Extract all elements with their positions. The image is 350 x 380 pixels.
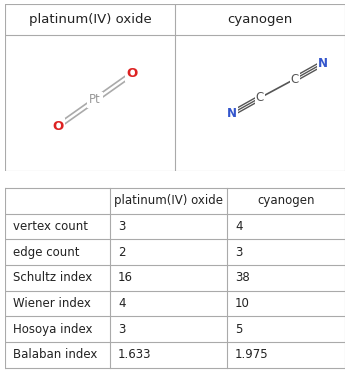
Text: Schultz index: Schultz index [13,271,92,284]
Text: platinum(IV) oxide: platinum(IV) oxide [114,195,223,207]
Text: vertex count: vertex count [13,220,88,233]
Text: Wiener index: Wiener index [13,297,91,310]
Text: platinum(IV) oxide: platinum(IV) oxide [29,13,152,26]
Text: cyanogen: cyanogen [227,13,293,26]
Text: N: N [227,107,237,120]
Text: O: O [126,67,138,80]
Text: 2: 2 [118,246,126,259]
Text: 3: 3 [235,246,242,259]
Text: 16: 16 [118,271,133,284]
Text: C: C [291,73,299,86]
Text: N: N [318,57,328,70]
Text: C: C [256,91,264,105]
Text: 1.975: 1.975 [235,348,268,361]
Text: 1.633: 1.633 [118,348,152,361]
Text: Balaban index: Balaban index [13,348,98,361]
Text: 5: 5 [235,323,242,336]
Text: Pt: Pt [89,93,101,106]
Text: edge count: edge count [13,246,80,259]
Text: 4: 4 [235,220,243,233]
Text: Hosoya index: Hosoya index [13,323,93,336]
Text: O: O [52,120,64,133]
Text: 3: 3 [118,220,125,233]
Text: 3: 3 [118,323,125,336]
Text: 38: 38 [235,271,250,284]
Text: 10: 10 [235,297,250,310]
Text: 4: 4 [118,297,126,310]
Text: cyanogen: cyanogen [257,195,315,207]
